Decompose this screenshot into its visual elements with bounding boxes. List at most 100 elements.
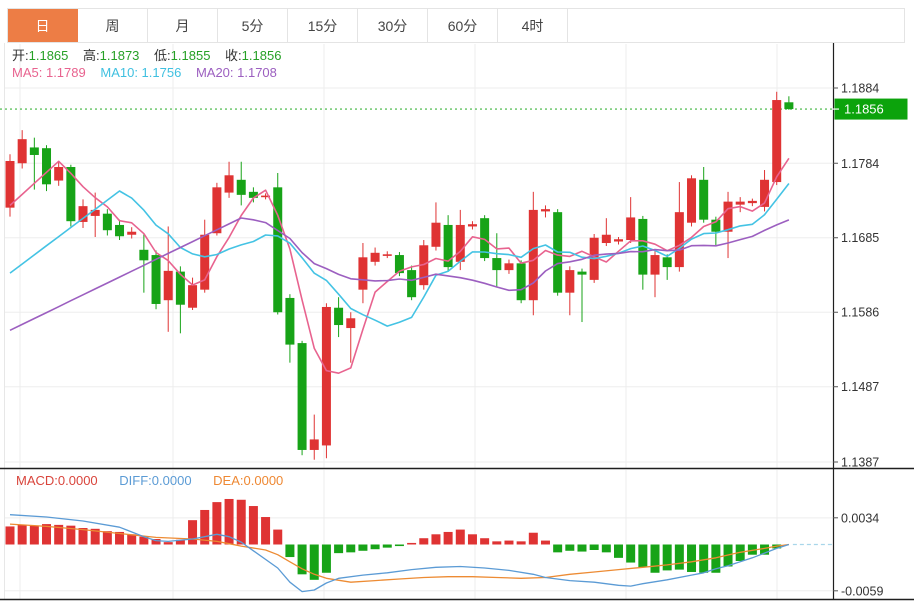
candle bbox=[78, 206, 88, 222]
dea-line bbox=[9, 523, 789, 583]
candle bbox=[236, 179, 246, 195]
macd-bar bbox=[163, 542, 173, 545]
macd-bar bbox=[200, 509, 210, 545]
macd-bar bbox=[151, 539, 161, 545]
macd-bar bbox=[528, 532, 538, 545]
macd-bar bbox=[504, 540, 514, 545]
macd-bar bbox=[601, 544, 611, 553]
tab-60min[interactable]: 60分 bbox=[428, 9, 498, 42]
macd-bar bbox=[577, 544, 587, 552]
macd-tick-label: 0.0034 bbox=[841, 511, 879, 525]
macd-bar bbox=[394, 544, 404, 547]
candle bbox=[577, 271, 587, 275]
tab-30min[interactable]: 30分 bbox=[358, 9, 428, 42]
ma5-line bbox=[9, 157, 790, 375]
candle bbox=[492, 258, 502, 271]
candle bbox=[17, 139, 27, 164]
candle bbox=[407, 270, 417, 298]
price-tick-label: 1.1487 bbox=[841, 380, 879, 394]
macd-bar bbox=[248, 506, 258, 545]
ohlc-readout: 开:1.1865 高:1.1873 低:1.1855 收:1.1856 bbox=[12, 48, 292, 63]
candle bbox=[115, 224, 125, 237]
candle bbox=[66, 167, 76, 222]
macd-bar bbox=[285, 544, 295, 558]
price-tick-label: 1.1586 bbox=[841, 306, 879, 320]
price-tick-label: 1.1685 bbox=[841, 231, 879, 245]
macd-bar bbox=[212, 502, 222, 545]
low-label: 低: bbox=[154, 48, 171, 63]
candle bbox=[650, 255, 660, 275]
candle bbox=[699, 179, 709, 220]
candle bbox=[188, 285, 198, 308]
current-price-badge: 1.1856 bbox=[833, 98, 908, 120]
candle bbox=[248, 191, 258, 198]
macd-bar bbox=[540, 540, 550, 545]
candle bbox=[309, 439, 319, 450]
macd-bar bbox=[321, 544, 331, 573]
macd-bar bbox=[407, 542, 417, 545]
macd-bar bbox=[443, 531, 453, 545]
macd-readout: MACD:0.0000 DIFF:0.0000 DEA:0.0000 bbox=[16, 473, 283, 488]
period-tabbar: 日周月 5分 15分 30分 60分 4时 bbox=[7, 8, 905, 43]
macd-bar bbox=[382, 544, 392, 548]
macd-value: 0.0000 bbox=[57, 473, 98, 488]
tab-15min[interactable]: 15分 bbox=[288, 9, 358, 42]
macd-bar bbox=[273, 529, 283, 545]
candle bbox=[528, 209, 538, 301]
macd-bar bbox=[236, 499, 246, 545]
candle bbox=[431, 222, 441, 247]
macd-bar bbox=[711, 544, 721, 573]
candle bbox=[90, 209, 100, 216]
macd-bar bbox=[480, 538, 490, 545]
macd-bar bbox=[626, 544, 636, 563]
ma20-label: MA20: bbox=[195, 65, 238, 80]
low-value: 1.1855 bbox=[170, 48, 211, 63]
diff-value: 0.0000 bbox=[151, 473, 192, 488]
open-label: 开: bbox=[12, 48, 29, 63]
macd-bar bbox=[261, 517, 271, 545]
high-value: 1.1873 bbox=[99, 48, 140, 63]
macd-bar bbox=[565, 544, 575, 551]
price-tick-label: 1.1784 bbox=[841, 157, 879, 171]
dea-value: 0.0000 bbox=[243, 473, 284, 488]
candle bbox=[711, 219, 721, 232]
ma5-label: MA5: bbox=[12, 65, 46, 80]
tab-month[interactable]: 月 bbox=[148, 9, 218, 42]
tab-week[interactable]: 周 bbox=[78, 9, 148, 42]
price-tick-label: 1.1387 bbox=[841, 455, 879, 469]
candle bbox=[674, 212, 684, 268]
current-price-badge-label: 1.1856 bbox=[844, 102, 884, 117]
tab-5min[interactable]: 5分 bbox=[218, 9, 288, 42]
macd-bar bbox=[699, 544, 709, 573]
macd-bar bbox=[419, 538, 429, 545]
gridlines bbox=[4, 43, 833, 599]
price-axis-labels: 1.1884 1.1784 1.1685 1.1586 1.1487 1.1387 0.00… bbox=[833, 82, 883, 598]
macd-bar bbox=[638, 544, 648, 568]
candle bbox=[504, 263, 514, 271]
macd-bar bbox=[139, 536, 149, 545]
candle bbox=[614, 239, 623, 242]
macd-bar bbox=[431, 534, 441, 545]
macd-bar bbox=[102, 531, 112, 545]
macd-bar bbox=[687, 544, 697, 572]
tab-day[interactable]: 日 bbox=[8, 9, 78, 42]
dea-label: DEA: bbox=[213, 473, 244, 488]
candle bbox=[723, 201, 733, 232]
macd-bar bbox=[553, 544, 563, 553]
open-value: 1.1865 bbox=[28, 48, 69, 63]
candle bbox=[200, 234, 210, 290]
macd-bar bbox=[650, 544, 660, 573]
macd-bar bbox=[224, 498, 234, 545]
candle bbox=[480, 218, 490, 259]
macd-bar bbox=[78, 528, 88, 545]
tab-4hour[interactable]: 4时 bbox=[498, 9, 568, 42]
candle bbox=[285, 297, 295, 345]
macd-bar bbox=[29, 525, 39, 545]
price-tick-label: 1.1884 bbox=[841, 82, 879, 96]
macd-bar bbox=[467, 534, 477, 545]
macd-bar bbox=[127, 534, 137, 545]
candle bbox=[687, 178, 697, 223]
macd-label: MACD: bbox=[16, 473, 58, 488]
candle bbox=[516, 263, 526, 301]
